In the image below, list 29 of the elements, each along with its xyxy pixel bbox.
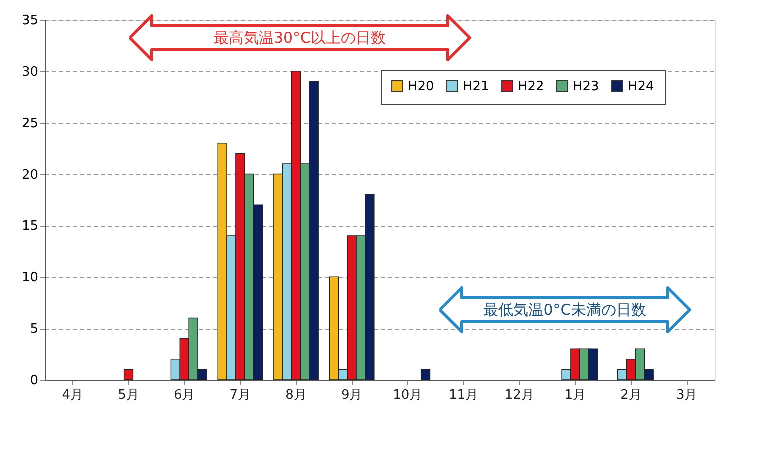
legend-label: H23 (573, 80, 600, 95)
x-tick-label: 4月 (62, 388, 84, 403)
x-tick-label: 5月 (118, 388, 140, 403)
annotation: 最高気温30°C以上の日数 (214, 29, 386, 47)
legend-label: H20 (408, 80, 434, 95)
x-tick-label: 12月 (504, 388, 534, 403)
annotation: 最低気温0°C未満の日数 (484, 301, 646, 319)
bar (420, 369, 431, 380)
y-tick-label: 0 (30, 374, 38, 388)
x-tick-label: 8月 (286, 388, 307, 403)
x-tick-label: 1月 (564, 388, 586, 403)
y-tick-label: 15 (22, 219, 38, 234)
x-tick-label: 10月 (393, 388, 423, 403)
legend-label: H24 (628, 80, 654, 95)
bar (124, 369, 134, 380)
y-tick-label: 35 (22, 14, 38, 28)
x-tick-label: 9月 (341, 388, 363, 403)
y-tick-label: 25 (22, 116, 38, 132)
y-tick-label: 20 (22, 168, 38, 183)
y-tick-label: 5 (30, 322, 38, 338)
x-tick-label: 11月 (448, 388, 479, 403)
x-tick-label: 2月 (620, 388, 642, 403)
y-tick-label: 30 (22, 64, 38, 80)
y-tick-label: 10 (22, 270, 38, 286)
x-tick-label: 7月 (230, 388, 252, 403)
legend-label: H22 (518, 80, 544, 95)
legend-label: H21 (463, 80, 490, 95)
x-tick-label: 6月 (174, 388, 196, 403)
x-tick-label: 3月 (676, 388, 698, 403)
